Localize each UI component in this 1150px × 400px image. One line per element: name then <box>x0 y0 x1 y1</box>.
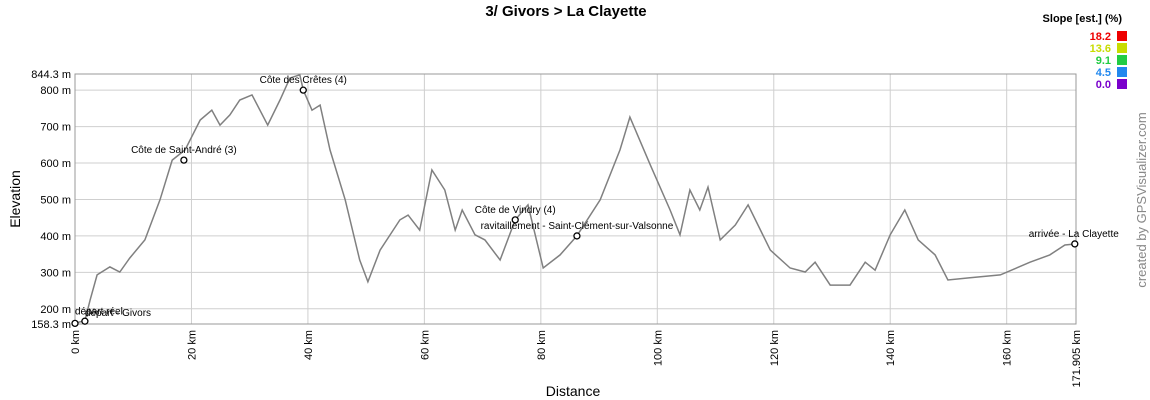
legend-swatch <box>1117 67 1127 77</box>
y-tick-label: 300 m <box>40 267 71 279</box>
waypoint-label: départ - Givors <box>85 308 151 319</box>
legend-title: Slope [est.] (%) <box>1043 13 1123 25</box>
waypoint-label: Côte de Vindry (4) <box>475 205 556 216</box>
plot-frame <box>74 73 1077 325</box>
x-tick-label: 100 km <box>652 330 664 366</box>
y-tick-label: 200 m <box>40 304 71 316</box>
legend-swatch <box>1117 79 1127 89</box>
y-tick-label: 800 m <box>40 85 71 97</box>
waypoint-marker <box>1071 240 1079 248</box>
waypoint-label: arrivée - La Clayette <box>1029 229 1119 240</box>
waypoint-marker <box>299 86 307 94</box>
legend-swatch <box>1117 31 1127 41</box>
chart-title: 3/ Givors > La Clayette <box>485 3 646 20</box>
waypoint-label: ravitaillement - Saint-Clément-sur-Valso… <box>481 221 674 232</box>
waypoint-marker <box>511 216 519 224</box>
waypoint-marker <box>180 156 188 164</box>
y-axis-title: Elevation <box>7 170 23 228</box>
legend-label: 4.5 <box>1096 67 1111 79</box>
y-tick-label: 700 m <box>40 122 71 134</box>
waypoint-marker <box>573 232 581 240</box>
x-tick-label: 171.905 km <box>1071 330 1083 387</box>
x-tick-label: 40 km <box>303 330 315 360</box>
waypoint-marker <box>71 319 79 328</box>
y-tick-label: 844.3 m <box>31 69 71 81</box>
legend-label: 13.6 <box>1090 43 1111 55</box>
y-tick-label: 600 m <box>40 158 71 170</box>
x-tick-label: 0 km <box>70 330 82 354</box>
x-tick-label: 120 km <box>769 330 781 366</box>
credit: created by GPSVisualizer.com <box>1134 112 1149 287</box>
x-axis-title: Distance <box>546 383 601 399</box>
y-tick-label: 400 m <box>40 231 71 243</box>
waypoint-marker <box>81 317 89 325</box>
x-tick-label: 20 km <box>186 330 198 360</box>
x-tick-label: 60 km <box>419 330 431 360</box>
waypoint-label: Côte des Crêtes (4) <box>260 75 347 86</box>
waypoint-label: départ réel <box>75 306 123 317</box>
y-tick-label: 158.3 m <box>31 319 71 331</box>
legend-label: 18.2 <box>1090 31 1111 43</box>
elevation-line <box>74 73 1077 324</box>
waypoint-label: Côte de Saint-André (3) <box>131 145 237 156</box>
x-tick-label: 80 km <box>536 330 548 360</box>
x-tick-label: 140 km <box>885 330 897 366</box>
y-tick-label: 500 m <box>40 194 71 206</box>
legend-swatch <box>1117 43 1127 53</box>
legend-label: 0.0 <box>1096 79 1111 91</box>
legend-label: 9.1 <box>1096 55 1111 67</box>
legend-swatch <box>1117 55 1127 65</box>
x-tick-label: 160 km <box>1002 330 1014 366</box>
